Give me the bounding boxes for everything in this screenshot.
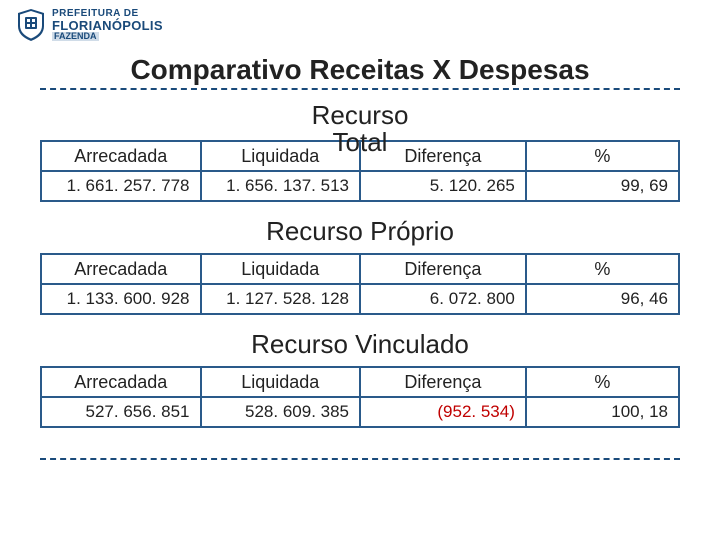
table-3-wrap: Arrecadada Liquidada Diferença % 527. 65… xyxy=(0,366,720,428)
shield-icon xyxy=(16,8,46,42)
section-2-label: Recurso Próprio xyxy=(0,216,720,247)
table-3-col-4: % xyxy=(526,367,679,397)
logo: PREFEITURA DE FLORIANÓPOLIS FAZENDA xyxy=(16,8,163,42)
section-1-label-line2: Total xyxy=(312,129,409,156)
cell: 96, 46 xyxy=(526,284,679,314)
divider-bottom xyxy=(40,458,680,460)
page-title: Comparativo Receitas X Despesas xyxy=(0,54,720,86)
table-2-col-2: Liquidada xyxy=(201,254,361,284)
cell: 99, 69 xyxy=(526,171,679,201)
cell: 1. 133. 600. 928 xyxy=(41,284,201,314)
logo-line-3: FAZENDA xyxy=(52,32,99,41)
table-2-col-1: Arrecadada xyxy=(41,254,201,284)
cell: 528. 609. 385 xyxy=(201,397,361,427)
app-header: PREFEITURA DE FLORIANÓPOLIS FAZENDA xyxy=(0,0,720,46)
cell: 100, 18 xyxy=(526,397,679,427)
table-3: Arrecadada Liquidada Diferença % 527. 65… xyxy=(40,366,680,428)
table-2: Arrecadada Liquidada Diferença % 1. 133.… xyxy=(40,253,680,315)
divider-top xyxy=(40,88,680,90)
cell: 1. 127. 528. 128 xyxy=(201,284,361,314)
table-1-col-1: Arrecadada xyxy=(41,141,201,171)
cell-negative: (952. 534) xyxy=(360,397,526,427)
table-row: 1. 133. 600. 928 1. 127. 528. 128 6. 072… xyxy=(41,284,679,314)
cell: 1. 661. 257. 778 xyxy=(41,171,201,201)
table-3-col-2: Liquidada xyxy=(201,367,361,397)
cell: 1. 656. 137. 513 xyxy=(201,171,361,201)
cell: 6. 072. 800 xyxy=(360,284,526,314)
table-2-col-4: % xyxy=(526,254,679,284)
section-1-label-line1: Recurso xyxy=(312,102,409,129)
table-1-col-4: % xyxy=(526,141,679,171)
table-row: 527. 656. 851 528. 609. 385 (952. 534) 1… xyxy=(41,397,679,427)
table-row: 1. 661. 257. 778 1. 656. 137. 513 5. 120… xyxy=(41,171,679,201)
section-3-label: Recurso Vinculado xyxy=(0,329,720,360)
table-3-col-3: Diferença xyxy=(360,367,526,397)
section-1-label: Recurso Total xyxy=(312,102,409,157)
table-2-wrap: Arrecadada Liquidada Diferença % 1. 133.… xyxy=(0,253,720,315)
logo-text: PREFEITURA DE FLORIANÓPOLIS FAZENDA xyxy=(52,9,163,41)
table-3-col-1: Arrecadada xyxy=(41,367,201,397)
cell: 527. 656. 851 xyxy=(41,397,201,427)
table-2-col-3: Diferença xyxy=(360,254,526,284)
cell: 5. 120. 265 xyxy=(360,171,526,201)
